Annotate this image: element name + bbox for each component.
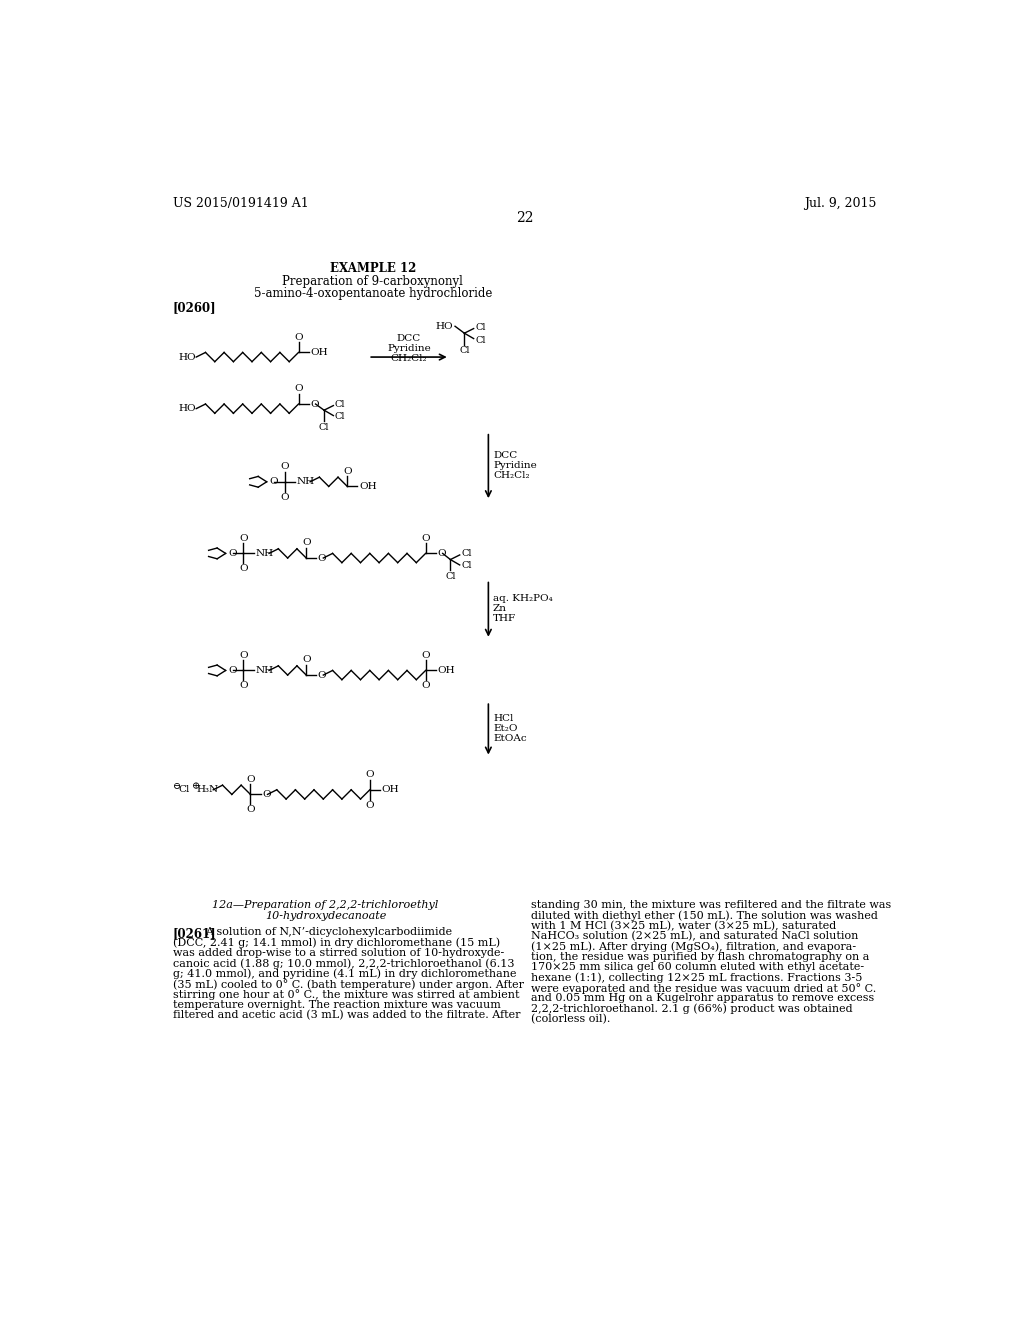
Text: standing 30 min, the mixture was refiltered and the filtrate was: standing 30 min, the mixture was refilte… — [531, 900, 891, 909]
Text: canoic acid (1.88 g; 10.0 mmol), 2,2,2-trichloroethanol (6.13: canoic acid (1.88 g; 10.0 mmol), 2,2,2-t… — [173, 958, 514, 969]
Text: (DCC, 2.41 g; 14.1 mmol) in dry dichloromethane (15 mL): (DCC, 2.41 g; 14.1 mmol) in dry dichloro… — [173, 937, 500, 948]
Text: EtOAc: EtOAc — [493, 734, 526, 743]
Text: Cl: Cl — [318, 422, 330, 432]
Text: Jul. 9, 2015: Jul. 9, 2015 — [804, 197, 877, 210]
Text: O: O — [240, 651, 248, 660]
Text: and 0.05 mm Hg on a Kugelrohr apparatus to remove excess: and 0.05 mm Hg on a Kugelrohr apparatus … — [531, 994, 874, 1003]
Text: NaHCO₃ solution (2×25 mL), and saturated NaCl solution: NaHCO₃ solution (2×25 mL), and saturated… — [531, 931, 858, 941]
Text: Pyridine: Pyridine — [493, 461, 537, 470]
Text: O: O — [343, 467, 351, 475]
Text: DCC: DCC — [397, 334, 421, 343]
Text: O: O — [302, 655, 310, 664]
Text: O: O — [437, 549, 445, 558]
Text: g; 41.0 mmol), and pyridine (4.1 mL) in dry dichloromethane: g; 41.0 mmol), and pyridine (4.1 mL) in … — [173, 969, 516, 979]
Text: O: O — [262, 789, 270, 799]
Text: Preparation of 9-carboxynonyl: Preparation of 9-carboxynonyl — [283, 276, 463, 289]
Text: H₃N: H₃N — [197, 785, 218, 795]
Text: O: O — [294, 333, 303, 342]
Text: with 1 M HCl (3×25 mL), water (3×25 mL), saturated: with 1 M HCl (3×25 mL), water (3×25 mL),… — [531, 921, 837, 931]
Text: O: O — [269, 478, 278, 486]
Text: NH: NH — [256, 667, 274, 675]
Text: O: O — [281, 462, 289, 471]
Text: OH: OH — [310, 348, 328, 356]
Text: [0260]: [0260] — [173, 301, 216, 314]
Text: HO: HO — [178, 404, 197, 413]
Text: O: O — [281, 492, 289, 502]
Text: THF: THF — [493, 614, 516, 623]
Text: 170×25 mm silica gel 60 column eluted with ethyl acetate-: 170×25 mm silica gel 60 column eluted wi… — [531, 962, 864, 973]
Text: temperature overnight. The reaction mixture was vacuum: temperature overnight. The reaction mixt… — [173, 999, 501, 1010]
Text: O: O — [240, 533, 248, 543]
Text: stirring one hour at 0° C., the mixture was stirred at ambient: stirring one hour at 0° C., the mixture … — [173, 989, 519, 1001]
Text: US 2015/0191419 A1: US 2015/0191419 A1 — [173, 197, 308, 210]
Text: hexane (1:1), collecting 12×25 mL fractions. Fractions 3-5: hexane (1:1), collecting 12×25 mL fracti… — [531, 973, 862, 983]
Text: were evaporated and the residue was vacuum dried at 50° C.: were evaporated and the residue was vacu… — [531, 983, 877, 994]
Text: Cl: Cl — [461, 549, 472, 558]
Text: O: O — [246, 775, 255, 784]
Text: OH: OH — [359, 482, 377, 491]
Text: Pyridine: Pyridine — [387, 345, 431, 354]
Text: HO: HO — [178, 352, 197, 362]
Text: CH₂Cl₂: CH₂Cl₂ — [493, 471, 529, 480]
Text: Zn: Zn — [493, 605, 507, 614]
Text: OH: OH — [381, 785, 399, 795]
Text: EXAMPLE 12: EXAMPLE 12 — [330, 263, 416, 276]
Text: Et₂O: Et₂O — [493, 725, 517, 733]
Text: aq. KH₂PO₄: aq. KH₂PO₄ — [493, 594, 553, 603]
Text: (35 mL) cooled to 0° C. (bath temperature) under argon. After: (35 mL) cooled to 0° C. (bath temperatur… — [173, 979, 524, 990]
Text: 5-amino-4-oxopentanoate hydrochloride: 5-amino-4-oxopentanoate hydrochloride — [254, 286, 493, 300]
Text: 12a—Preparation of 2,2,2-trichloroethyl: 12a—Preparation of 2,2,2-trichloroethyl — [213, 900, 438, 909]
Text: DCC: DCC — [493, 451, 517, 461]
Text: NH: NH — [256, 549, 274, 558]
Text: O: O — [421, 651, 430, 660]
Text: O: O — [421, 681, 430, 690]
Text: O: O — [317, 671, 327, 680]
Text: O: O — [240, 564, 248, 573]
Text: (1×25 mL). After drying (MgSO₄), filtration, and evapora-: (1×25 mL). After drying (MgSO₄), filtrat… — [531, 941, 856, 952]
Text: O: O — [246, 805, 255, 814]
Text: Cl: Cl — [459, 346, 470, 355]
Text: NH: NH — [297, 478, 315, 486]
Text: OH: OH — [437, 667, 455, 675]
Text: was added drop-wise to a stirred solution of 10-hydroxyde-: was added drop-wise to a stirred solutio… — [173, 948, 504, 957]
Text: O: O — [317, 553, 327, 562]
Text: CH₂Cl₂: CH₂Cl₂ — [390, 354, 427, 363]
Text: O: O — [366, 800, 374, 809]
Text: Cl: Cl — [445, 572, 456, 581]
Text: (colorless oil).: (colorless oil). — [531, 1014, 610, 1024]
Text: O: O — [228, 549, 237, 558]
Text: O: O — [228, 667, 237, 675]
Text: ⊖: ⊖ — [173, 783, 181, 791]
Text: O: O — [294, 384, 303, 393]
Text: O: O — [302, 539, 310, 548]
Text: [0261]: [0261] — [173, 927, 216, 940]
Text: 10-hydroxydecanoate: 10-hydroxydecanoate — [265, 911, 386, 920]
Text: Cl: Cl — [475, 335, 485, 345]
Text: Cl: Cl — [461, 561, 472, 570]
Text: tion, the residue was purified by flash chromatography on a: tion, the residue was purified by flash … — [531, 952, 869, 962]
Text: ⊕: ⊕ — [191, 783, 200, 791]
Text: A solution of N,N’-dicyclohexylcarbodiimide: A solution of N,N’-dicyclohexylcarbodiim… — [206, 927, 453, 937]
Text: Cl: Cl — [475, 322, 485, 331]
Text: HO: HO — [436, 322, 454, 331]
Text: O: O — [240, 681, 248, 690]
Text: O: O — [366, 770, 374, 779]
Text: O: O — [421, 533, 430, 543]
Text: HCl: HCl — [493, 714, 513, 723]
Text: Cl: Cl — [335, 400, 345, 408]
Text: Cl: Cl — [335, 412, 345, 421]
Text: Cl: Cl — [178, 785, 189, 795]
Text: diluted with diethyl ether (150 mL). The solution was washed: diluted with diethyl ether (150 mL). The… — [531, 911, 878, 921]
Text: 2,2,2-trichloroethanol. 2.1 g (66%) product was obtained: 2,2,2-trichloroethanol. 2.1 g (66%) prod… — [531, 1003, 853, 1015]
Text: O: O — [310, 400, 318, 408]
Text: 22: 22 — [516, 211, 534, 224]
Text: filtered and acetic acid (3 mL) was added to the filtrate. After: filtered and acetic acid (3 mL) was adde… — [173, 1010, 520, 1020]
